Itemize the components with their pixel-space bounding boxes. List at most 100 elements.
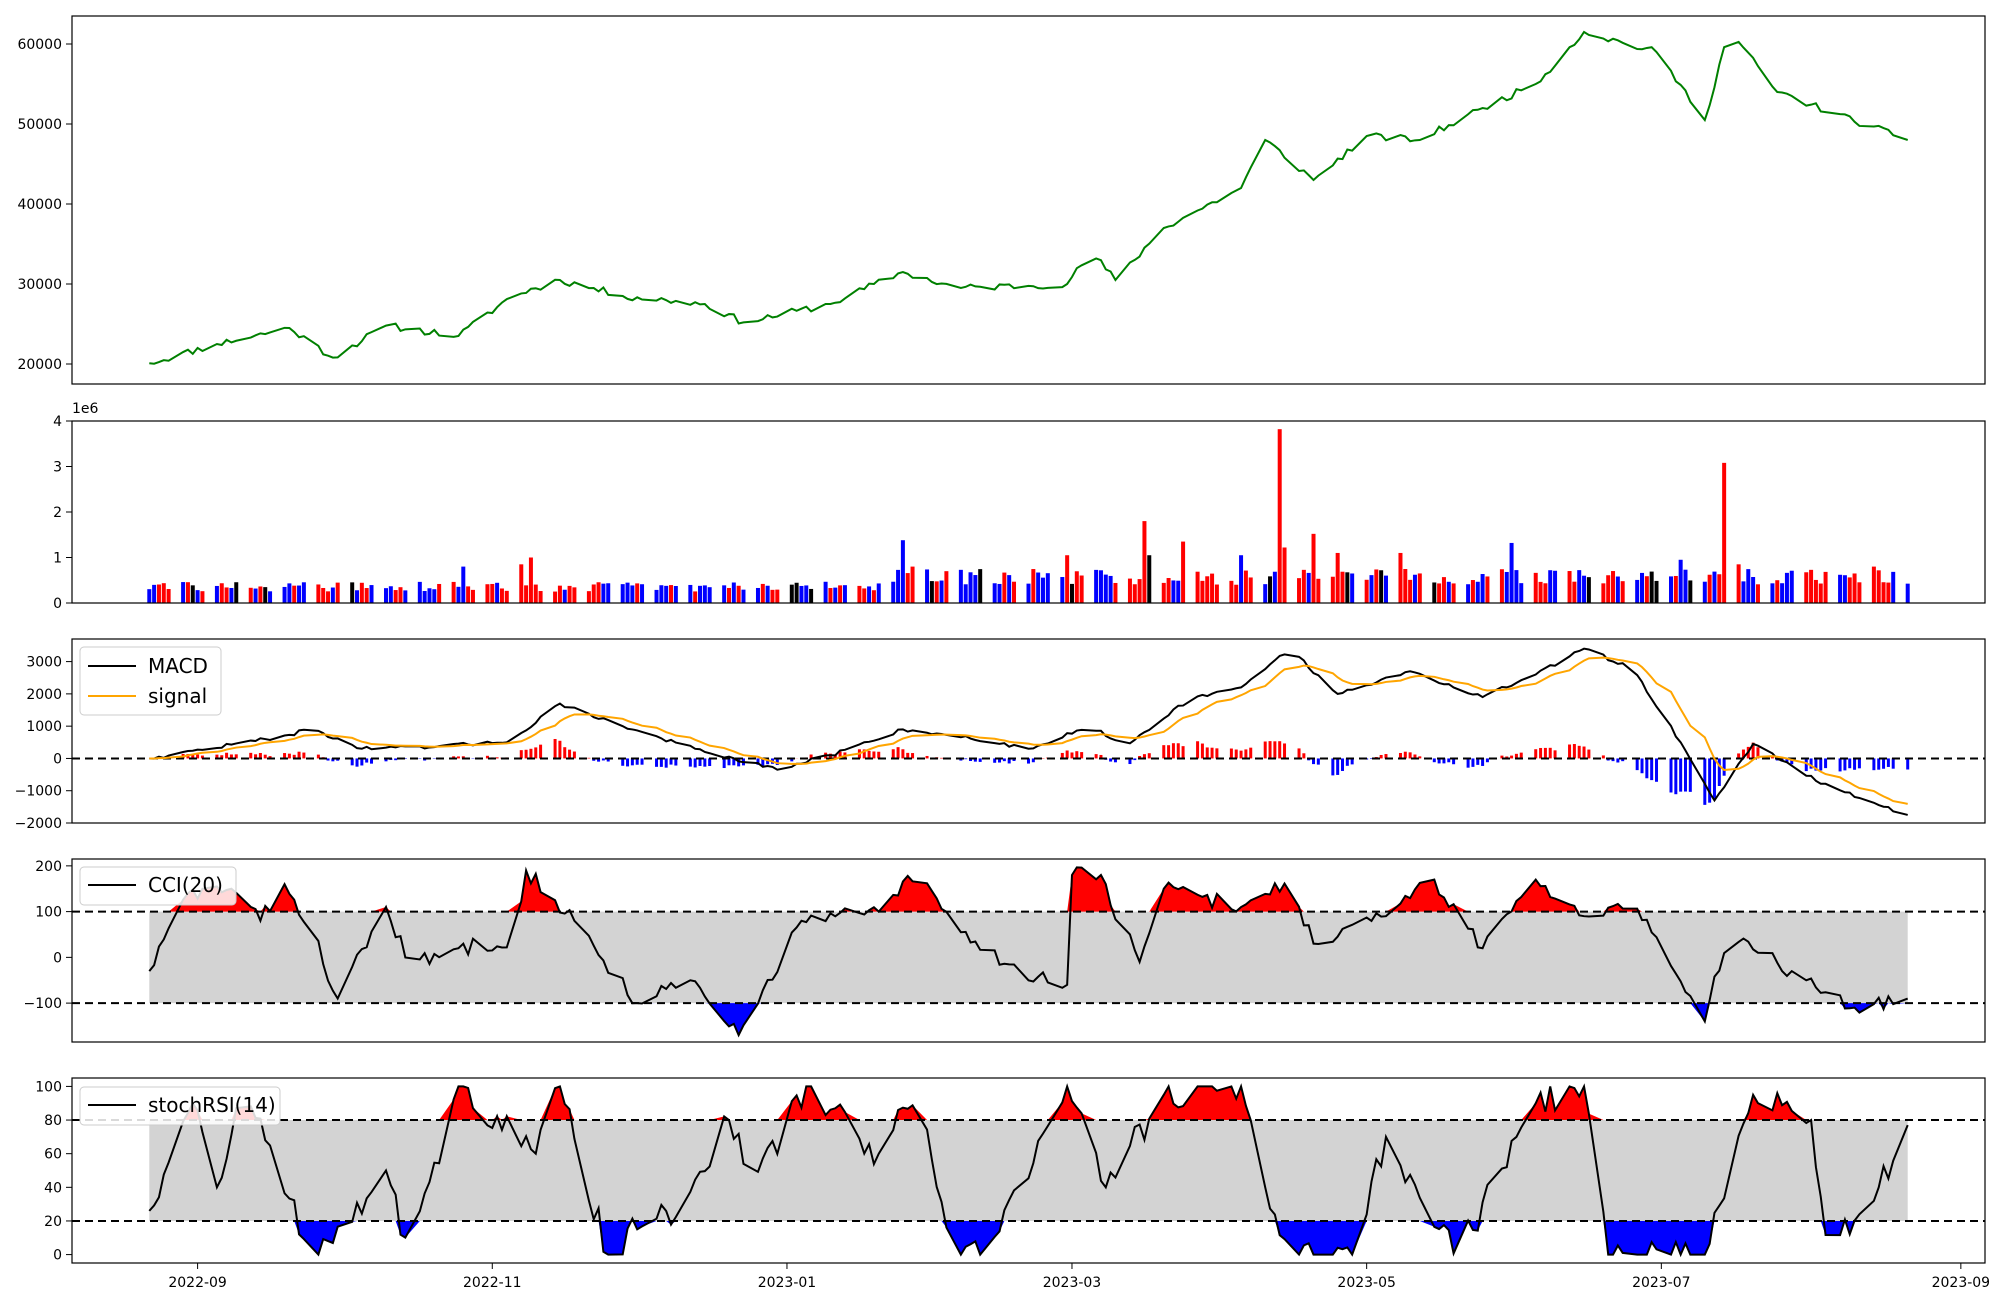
volume-bar [1635, 579, 1640, 603]
volume-bar [287, 583, 292, 603]
macd-histogram-bar [1857, 758, 1861, 769]
price-plot-area [149, 30, 1909, 365]
volume-bar [567, 585, 572, 603]
macd-histogram-bar [1539, 747, 1543, 759]
volume-bar [726, 587, 731, 603]
macd-histogram-bar [297, 751, 301, 759]
volume-bar [1045, 573, 1050, 603]
y-tick-label: 100 [35, 905, 62, 921]
x-tick-label: 2023-07 [1632, 1275, 1691, 1291]
cci-band-fill [149, 911, 1908, 1004]
volume-bar [1205, 576, 1210, 603]
y-tick-label: 2 [53, 505, 62, 521]
volume-bar [1132, 584, 1137, 603]
legend-label-signal: signal [148, 684, 207, 708]
macd-histogram-bar [1244, 749, 1248, 759]
macd-histogram-bar [1481, 758, 1485, 766]
macd-histogram-bar [1717, 758, 1721, 786]
volume-bar [359, 582, 364, 603]
volume-bar [1268, 576, 1273, 603]
volume-bar [432, 589, 437, 603]
macd-histogram-bar [756, 758, 760, 765]
macd-histogram-bar [1336, 758, 1340, 775]
volume-bar [1673, 575, 1678, 603]
volume-bar [775, 589, 780, 603]
signal-line [149, 656, 1908, 805]
volume-bar [1717, 574, 1722, 603]
volume-bar [1847, 577, 1852, 603]
macd-histogram-bar [674, 758, 678, 766]
macd-panel: −2000 −1000 0 1000 2000 3000 MACD signal [15, 638, 1986, 832]
cci-panel-frame [71, 858, 1986, 1043]
y-tick-label: 80 [44, 1113, 62, 1129]
volume-bar [1741, 581, 1746, 603]
volume-bar [1688, 580, 1693, 603]
macd-histogram-bar [423, 758, 427, 761]
volume-bar [1417, 573, 1422, 603]
macd-histogram-bar [1853, 758, 1857, 770]
macd-histogram-bar [862, 749, 866, 759]
macd-histogram-bar [708, 758, 712, 767]
volume-bar [1195, 571, 1200, 603]
macd-histogram-bar [355, 758, 359, 767]
macd-histogram-bar [302, 752, 306, 759]
y-tick-label: 1000 [26, 719, 62, 735]
volume-bar [876, 583, 881, 603]
volume-bar [736, 585, 741, 603]
macd-histogram-bar [597, 758, 601, 762]
volume-bar [673, 586, 678, 603]
volume-bar [891, 581, 896, 603]
volume-bar [1601, 583, 1606, 603]
x-tick-label: 2023-05 [1337, 1275, 1396, 1291]
volume-bar [1364, 579, 1369, 603]
macd-histogram-bar [456, 756, 460, 759]
macd-histogram-bar [1510, 755, 1514, 759]
macd-histogram-bar [1655, 758, 1659, 782]
macd-histogram-bar [901, 749, 905, 759]
x-tick-label: 2023-09 [1932, 1275, 1991, 1291]
macd-histogram-bar [1215, 748, 1219, 759]
macd-histogram-bar [534, 747, 538, 759]
volume-bar [1553, 570, 1558, 603]
macd-histogram-bar [220, 755, 224, 759]
macd-legend: MACD signal [79, 646, 222, 716]
macd-histogram-bar [258, 752, 262, 759]
macd-histogram-bar [1891, 758, 1895, 769]
macd-histogram-bar [263, 754, 267, 759]
x-tick-label: 2022-11 [463, 1275, 522, 1291]
macd-histogram-bar [606, 758, 610, 762]
macd-histogram-bar [891, 749, 895, 759]
macd-histogram-bar [524, 749, 528, 759]
volume-bar [321, 587, 326, 603]
macd-histogram-bar [1674, 758, 1678, 795]
macd-histogram-bar [1640, 758, 1644, 774]
volume-bar [1775, 580, 1780, 603]
macd-histogram-bar [1379, 754, 1383, 759]
volume-bar [1176, 580, 1181, 603]
volume-bar [1514, 570, 1519, 603]
macd-histogram-bar [1737, 753, 1741, 759]
volume-bar [862, 588, 867, 603]
volume-bar [1804, 572, 1809, 603]
volume-bar [1707, 574, 1712, 603]
macd-histogram-bar [906, 752, 910, 759]
macd-histogram-bar [1312, 758, 1316, 765]
stochrsi-line [148, 1083, 1909, 1258]
y-tick-label: 50000 [17, 117, 62, 133]
macd-histogram-bar [1476, 758, 1480, 765]
volume-bar [731, 582, 736, 603]
macd-histogram-bar [1268, 741, 1272, 759]
macd-histogram-bar [365, 758, 369, 763]
cci-line [148, 866, 1909, 1038]
volume-bar [427, 588, 432, 603]
legend-label-macd: MACD [148, 654, 208, 678]
volume-bar [760, 583, 765, 603]
volume-bar [1881, 582, 1886, 603]
volume-bar [185, 582, 190, 603]
macd-histogram-bar [1432, 758, 1436, 763]
volume-bar [461, 566, 466, 603]
macd-histogram-bar [384, 758, 388, 762]
macd-histogram-bar [1886, 758, 1890, 767]
volume-bar [1446, 581, 1451, 603]
volume-bar [1127, 578, 1132, 603]
